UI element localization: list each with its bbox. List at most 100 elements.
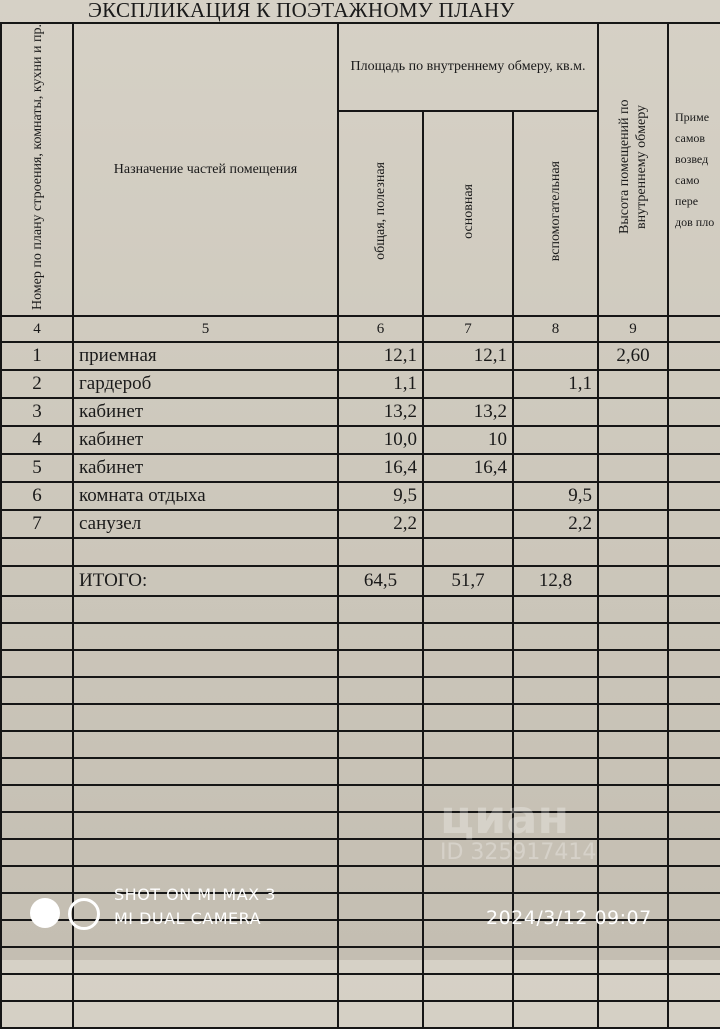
area-total: 16,4 — [337, 453, 424, 484]
header-row: Номер по плану строения, комнаты, кухни … — [0, 21, 720, 318]
area-aux: 1,1 — [511, 369, 600, 400]
document-title: ЭКСПЛИКАЦИЯ К ПОЭТАЖНОМУ ПЛАНУ — [88, 0, 515, 22]
area-main: 13,2 — [422, 397, 514, 428]
area-aux — [511, 397, 600, 428]
room-number: 5 — [0, 453, 74, 484]
room-height — [597, 481, 670, 512]
column-number — [667, 315, 720, 344]
room-height — [597, 397, 670, 428]
area-total: 10,0 — [337, 425, 424, 456]
table-row: 7 санузел 2,2 2,2 — [0, 509, 720, 540]
table-row: 6 комната отдыха 9,5 9,5 — [0, 481, 720, 512]
empty-row — [0, 946, 720, 976]
column-number: 4 — [0, 315, 74, 344]
header-area-group: Площадь по внутреннему обмеру, кв.м. — [336, 22, 600, 112]
header-height: Высота помещений по внутреннему обмеру — [597, 21, 670, 318]
totals-total: 64,5 — [337, 565, 424, 598]
room-name: кабинет — [72, 425, 339, 456]
column-numbers-row: 4 5 6 7 8 9 — [0, 315, 720, 344]
empty-row — [0, 865, 720, 895]
area-total: 13,2 — [337, 397, 424, 428]
photo-datetime: 2024/3/12 09:07 — [486, 907, 652, 929]
note — [667, 341, 720, 372]
empty-row — [0, 676, 720, 706]
camera-stamp-line1: SHOT ON MI MAX 3 — [114, 885, 276, 904]
empty-row — [0, 838, 720, 868]
room-number: 6 — [0, 481, 74, 512]
empty-row — [0, 595, 720, 625]
note — [667, 425, 720, 456]
area-main: 10 — [422, 425, 514, 456]
empty-row — [0, 649, 720, 679]
column-number: 7 — [422, 315, 514, 344]
area-aux: 9,5 — [511, 481, 600, 512]
room-height — [597, 453, 670, 484]
room-height: 2,60 — [597, 341, 670, 372]
empty-row — [0, 811, 720, 841]
table-row: 4 кабинет 10,0 10 — [0, 425, 720, 456]
blank-row — [0, 537, 720, 568]
totals-row: ИТОГО: 64,5 51,7 12,8 — [0, 565, 720, 598]
room-height — [597, 425, 670, 456]
explication-table: Номер по плану строения, комнаты, кухни … — [0, 21, 720, 1029]
table-row: 5 кабинет 16,4 16,4 — [0, 453, 720, 484]
area-main: 12,1 — [422, 341, 514, 372]
note — [667, 397, 720, 428]
header-area-aux: вспомогательная — [511, 109, 600, 318]
area-aux — [511, 453, 600, 484]
totals-main: 51,7 — [422, 565, 514, 598]
room-height — [597, 509, 670, 540]
empty-row — [0, 622, 720, 652]
table-row: 3 кабинет 13,2 13,2 — [0, 397, 720, 428]
area-aux — [511, 341, 600, 372]
header-room-no: Номер по плану строения, комнаты, кухни … — [0, 21, 74, 318]
empty-row — [0, 757, 720, 787]
column-number: 5 — [72, 315, 339, 344]
room-name: приемная — [72, 341, 339, 372]
empty-row — [0, 892, 720, 922]
area-total: 12,1 — [337, 341, 424, 372]
area-main — [422, 369, 514, 400]
empty-row — [0, 730, 720, 760]
empty-row — [0, 1000, 720, 1029]
room-number: 2 — [0, 369, 74, 400]
area-total: 9,5 — [337, 481, 424, 512]
note — [667, 509, 720, 540]
empty-row — [0, 973, 720, 1003]
camera-stamp-line2: MI DUAL CAMERA — [114, 909, 262, 928]
room-number: 7 — [0, 509, 74, 540]
totals-aux: 12,8 — [511, 565, 600, 598]
header-note: Приме самов возвед само пере дов пло — [667, 21, 720, 318]
column-number: 6 — [337, 315, 424, 344]
table-row: 1 приемная 12,1 12,1 2,60 — [0, 341, 720, 372]
watermark-brand: циан — [440, 790, 570, 844]
note — [667, 369, 720, 400]
empty-row — [0, 703, 720, 733]
table-row: 2 гардероб 1,1 1,1 — [0, 369, 720, 400]
area-aux: 2,2 — [511, 509, 600, 540]
area-total: 1,1 — [337, 369, 424, 400]
column-number: 8 — [511, 315, 600, 344]
room-number: 3 — [0, 397, 74, 428]
header-area-total: общая, полезная — [337, 109, 424, 318]
note — [667, 453, 720, 484]
header-purpose: Назначение частей помещения — [72, 21, 339, 318]
empty-row — [0, 784, 720, 814]
room-height — [597, 369, 670, 400]
area-main — [422, 481, 514, 512]
room-name: комната отдыха — [72, 481, 339, 512]
header-area-main: основная — [422, 109, 514, 318]
note — [667, 481, 720, 512]
room-number: 1 — [0, 341, 74, 372]
watermark: циан ID 325917414 — [440, 790, 596, 865]
room-name: санузел — [72, 509, 339, 540]
area-main — [422, 509, 514, 540]
room-name: кабинет — [72, 397, 339, 428]
watermark-id: ID 325917414 — [440, 840, 597, 865]
room-number: 4 — [0, 425, 74, 456]
room-name: кабинет — [72, 453, 339, 484]
column-number: 9 — [597, 315, 670, 344]
totals-label: ИТОГО: — [72, 565, 339, 598]
area-aux — [511, 425, 600, 456]
area-total: 2,2 — [337, 509, 424, 540]
